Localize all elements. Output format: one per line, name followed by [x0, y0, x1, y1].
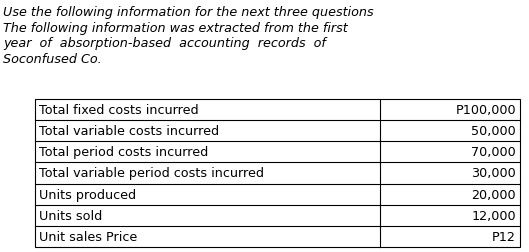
Text: Use the following information for the next three questions: Use the following information for the ne…	[3, 6, 373, 19]
Text: P12: P12	[492, 230, 516, 243]
Bar	[35, 100, 520, 247]
Text: 70,000: 70,000	[471, 146, 516, 159]
Text: The following information was extracted from the first: The following information was extracted …	[3, 21, 348, 34]
Text: Total variable costs incurred: Total variable costs incurred	[39, 125, 219, 138]
Text: 30,000: 30,000	[471, 167, 516, 180]
Text: Units produced: Units produced	[39, 188, 136, 201]
Text: P100,000: P100,000	[455, 104, 516, 117]
Text: Unit sales Price: Unit sales Price	[39, 230, 137, 243]
Text: 50,000: 50,000	[471, 125, 516, 138]
Text: Total period costs incurred: Total period costs incurred	[39, 146, 208, 159]
Text: year  of  absorption-based  accounting  records  of: year of absorption-based accounting reco…	[3, 37, 326, 50]
Text: Soconfused Co.: Soconfused Co.	[3, 52, 102, 65]
Text: Units sold: Units sold	[39, 209, 102, 222]
Text: Total variable period costs incurred: Total variable period costs incurred	[39, 167, 264, 180]
Text: Total fixed costs incurred: Total fixed costs incurred	[39, 104, 198, 117]
Text: 20,000: 20,000	[471, 188, 516, 201]
Text: 12,000: 12,000	[471, 209, 516, 222]
